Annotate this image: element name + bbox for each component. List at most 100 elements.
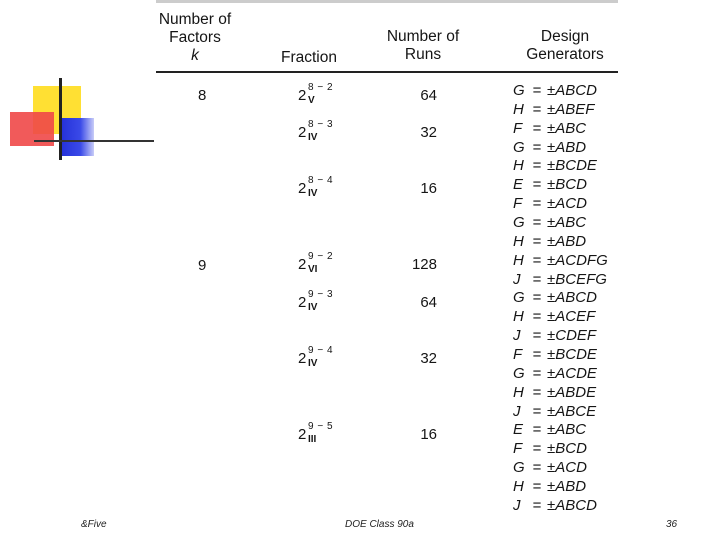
header-generators-line2: Generators xyxy=(526,46,604,63)
fraction-cell: 2 8 − 2 V xyxy=(298,82,333,106)
generator-lhs: G xyxy=(513,214,525,231)
fraction-cell: 2 8 − 3 IV xyxy=(298,119,333,143)
fraction-exponent: 9 − 5 xyxy=(308,421,334,432)
runs-cell: 128 xyxy=(411,256,437,273)
header-factors-line2: Factors xyxy=(169,29,221,46)
fraction-resolution: IV xyxy=(308,188,318,199)
generator-rhs: ±BCDE xyxy=(547,157,597,174)
generator-rhs: ±BCDE xyxy=(547,346,597,363)
generator-equals: = xyxy=(532,157,542,174)
generator-item: E = ±ABC xyxy=(513,421,586,438)
generator-rhs: ±BCD xyxy=(547,440,587,457)
fraction-base: 2 xyxy=(298,124,307,141)
generator-item: F = ±ACD xyxy=(513,195,587,212)
generator-rhs: ±ABD xyxy=(547,233,587,250)
generator-item: H = ±ACDFG xyxy=(513,252,608,269)
row-k: 8 xyxy=(198,87,207,104)
fraction-base: 2 xyxy=(298,180,307,197)
generator-item: H = ±ABD xyxy=(513,478,586,495)
generator-lhs: F xyxy=(513,120,523,137)
generator-lhs: H xyxy=(513,252,524,269)
generator-rhs: ±ABC xyxy=(547,214,587,231)
fraction-exponent: 9 − 3 xyxy=(308,289,334,300)
generator-equals: = xyxy=(532,120,542,137)
generator-lhs: H xyxy=(513,384,524,401)
generator-rhs: ±ACEF xyxy=(547,308,596,325)
generator-rhs: ±ABCD xyxy=(547,289,597,306)
generator-item: J = ±CDEF xyxy=(513,327,596,344)
generator-equals: = xyxy=(532,195,542,212)
generator-equals: = xyxy=(532,365,542,382)
generator-rhs: ±CDEF xyxy=(547,327,597,344)
generator-lhs: J xyxy=(513,327,521,344)
generator-equals: = xyxy=(532,346,542,363)
header-runs-line2: Runs xyxy=(404,46,442,63)
runs-cell: 64 xyxy=(420,294,437,311)
generator-item: J = ±ABCD xyxy=(513,497,597,514)
runs-cell: 64 xyxy=(420,87,437,104)
generator-lhs: F xyxy=(513,346,523,363)
header-runs: Number of Runs xyxy=(382,28,464,64)
logo-vertical-line xyxy=(59,78,62,160)
generator-lhs: H xyxy=(513,101,524,118)
generator-lhs: E xyxy=(513,176,524,193)
fraction-resolution: III xyxy=(308,434,317,445)
fraction-resolution: V xyxy=(308,95,315,106)
generator-rhs: ±ABC xyxy=(547,421,587,438)
footer-center: DOE Class 90a xyxy=(345,519,414,530)
generator-equals: = xyxy=(532,403,542,420)
fraction-cell: 2 9 − 5 III xyxy=(298,421,333,445)
generator-rhs: ±ACD xyxy=(547,459,587,476)
generator-equals: = xyxy=(532,82,542,99)
fraction-cell: 2 9 − 2 VI xyxy=(298,251,333,275)
generator-rhs: ±ABCD xyxy=(547,82,597,99)
generator-item: J = ±BCEFG xyxy=(513,271,607,288)
generator-item: H = ±ABD xyxy=(513,233,586,250)
generator-lhs: H xyxy=(513,478,524,495)
generator-rhs: ±ABC xyxy=(547,120,587,137)
generator-equals: = xyxy=(532,289,542,306)
row-k: 9 xyxy=(198,257,207,274)
header-factors: Number of Factors k xyxy=(156,11,234,65)
header-fraction: Fraction xyxy=(281,49,337,66)
generator-equals: = xyxy=(532,308,542,325)
generator-rhs: ±ACDE xyxy=(547,365,597,382)
fraction-base: 2 xyxy=(298,87,307,104)
generator-equals: = xyxy=(532,478,542,495)
generator-rhs: ±BCD xyxy=(547,176,587,193)
generator-lhs: H xyxy=(513,233,524,250)
generator-lhs: J xyxy=(513,403,521,420)
generator-item: E = ±BCD xyxy=(513,176,587,193)
header-generators: Design Generators xyxy=(521,28,609,64)
header-factors-line1: Number of xyxy=(158,11,232,28)
runs-cell: 16 xyxy=(420,426,437,443)
generator-equals: = xyxy=(532,271,542,288)
generator-rhs: ±ABD xyxy=(547,478,587,495)
generator-rhs: ±ABCD xyxy=(547,497,597,514)
generator-lhs: F xyxy=(513,195,523,212)
table-top-edge xyxy=(156,0,618,3)
generator-item: G = ±ABD xyxy=(513,139,586,156)
generator-item: G = ±ABCD xyxy=(513,289,597,306)
generator-item: J = ±ABCE xyxy=(513,403,596,420)
generator-item: H = ±ABDE xyxy=(513,384,596,401)
generator-equals: = xyxy=(532,101,542,118)
generator-item: H = ±ABEF xyxy=(513,101,594,118)
generator-lhs: G xyxy=(513,365,525,382)
generator-rhs: ±ABEF xyxy=(547,101,595,118)
fraction-exponent: 8 − 3 xyxy=(308,119,334,130)
generator-lhs: J xyxy=(513,497,521,514)
generator-equals: = xyxy=(532,421,542,438)
fraction-base: 2 xyxy=(298,256,307,273)
generator-rhs: ±ABD xyxy=(547,139,587,156)
fraction-resolution: IV xyxy=(308,358,318,369)
design-table: Number of Factors k Fraction Number of R… xyxy=(156,0,620,520)
generator-rhs: ±BCEFG xyxy=(547,271,607,288)
generator-lhs: J xyxy=(513,271,521,288)
generator-lhs: H xyxy=(513,157,524,174)
header-runs-line1: Number of xyxy=(386,28,460,45)
generator-equals: = xyxy=(532,139,542,156)
generator-equals: = xyxy=(532,176,542,193)
generator-rhs: ±ABCE xyxy=(547,403,597,420)
fraction-resolution: VI xyxy=(308,264,318,275)
